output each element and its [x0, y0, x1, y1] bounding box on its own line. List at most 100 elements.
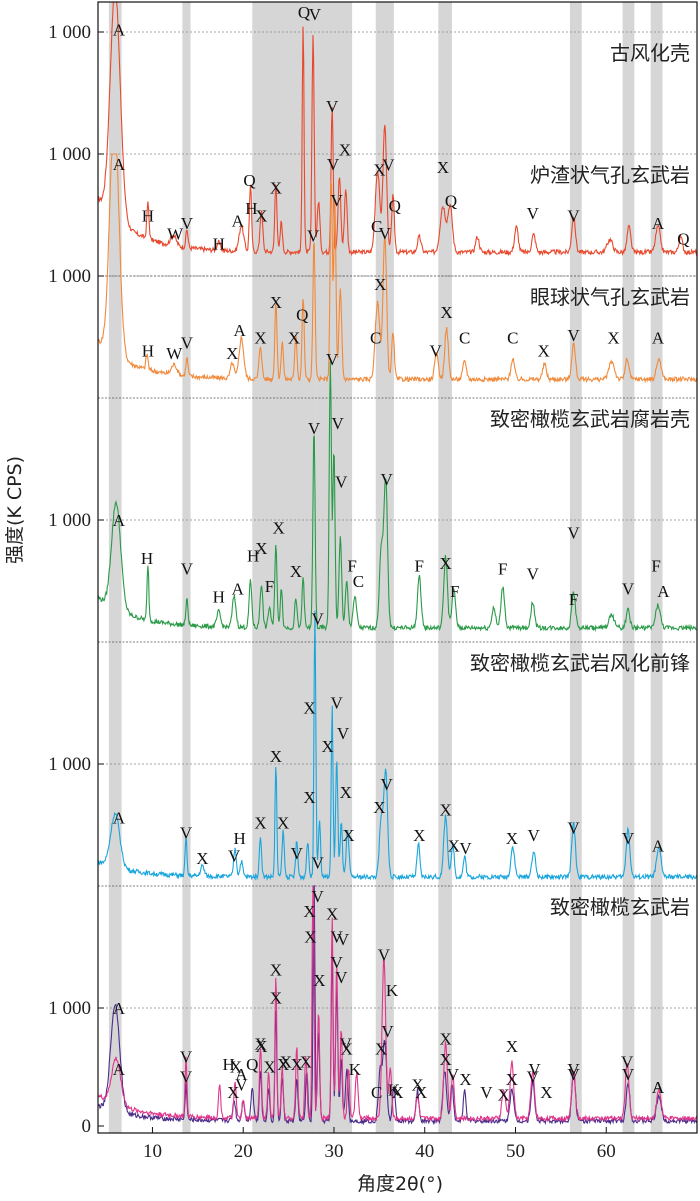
panel-title-4: 致密橄榄玄武岩风化前锋	[470, 651, 690, 675]
peak-label: V	[331, 927, 344, 946]
peak-label: A	[113, 155, 126, 174]
peak-label: A	[113, 1060, 126, 1079]
peak-label: V	[235, 1075, 248, 1094]
peak-label: X	[291, 1055, 303, 1074]
panel-title-1: 炉渣状气孔玄武岩	[530, 163, 690, 187]
peak-label: V	[335, 968, 348, 987]
peak-label: V	[381, 1022, 394, 1041]
peak-label: H	[141, 549, 153, 568]
peak-label: X	[498, 1086, 510, 1105]
peak-label: V	[181, 334, 194, 353]
peak-label: Q	[298, 3, 310, 22]
peak-label: X	[448, 836, 460, 855]
peak-label: H	[245, 199, 257, 218]
axes: 10 20 30 40 50 60 1 000 1 000 1 000 1 000 1 000 1 0…	[48, 1, 698, 1162]
peak-label: X	[272, 518, 284, 537]
peak-label: V	[459, 839, 472, 858]
peak-label: X	[230, 1057, 242, 1076]
peak-label: X	[439, 554, 451, 573]
peak-label: V	[622, 829, 635, 848]
peak-label: F	[651, 557, 660, 576]
plot-frame	[97, 1, 698, 1134]
peak-label: X	[270, 961, 282, 980]
peak-label: X	[439, 1050, 451, 1069]
peak-label: C	[370, 329, 381, 348]
highlight-band-2	[252, 2, 316, 1133]
peak-label: V	[379, 224, 392, 243]
peak-label: F	[347, 557, 356, 576]
peak-label: H	[142, 207, 154, 226]
peak-label: X	[227, 1083, 239, 1102]
peak-label: X	[340, 783, 352, 802]
peak-label: X	[300, 1052, 312, 1071]
peak-label: X	[506, 829, 518, 848]
peak-label: X	[321, 737, 333, 756]
peak-label: X	[373, 161, 385, 180]
peak-label: A	[652, 214, 665, 233]
peak-label: A	[113, 999, 126, 1018]
peak-label: X	[413, 826, 425, 845]
peak-label: X	[391, 1083, 403, 1102]
peak-label: V	[380, 775, 393, 794]
peak-label: V	[527, 564, 540, 583]
peak-label: V	[180, 824, 193, 843]
peak-label: Q	[246, 1055, 258, 1074]
peak-label: Q	[296, 306, 308, 325]
peak-label: A	[232, 212, 245, 231]
xrd-trace-3	[98, 610, 698, 882]
peak-label: V	[340, 1035, 353, 1054]
peak-label: F	[498, 559, 507, 578]
xrd-trace-0	[97, 1, 698, 257]
peak-label: X	[341, 1040, 353, 1059]
peak-label: X	[254, 813, 266, 832]
peak-label: Q	[445, 191, 457, 210]
peak-label: V	[326, 350, 339, 369]
peak-label: V	[181, 559, 194, 578]
peak-label: V	[567, 1060, 580, 1079]
peak-label: A	[113, 20, 126, 39]
peak-label: V	[378, 945, 391, 964]
peak-label: H	[213, 587, 225, 606]
peak-label: V	[567, 326, 580, 345]
peak-label: X	[437, 158, 449, 177]
peak-label: H	[223, 1055, 235, 1074]
x-tick-label: 30	[324, 1141, 343, 1162]
y-tick-label: 1 000	[48, 510, 91, 531]
y-axis-title: 强度(K CPS)	[4, 456, 26, 564]
peak-label: X	[537, 341, 549, 360]
peak-label: A	[113, 808, 126, 827]
peak-label: A	[652, 329, 665, 348]
peak-label: V	[337, 724, 350, 743]
xrd-trace-5	[97, 885, 698, 1123]
peak-label: V	[331, 953, 344, 972]
peak-label: X	[342, 826, 354, 845]
peak-label: V	[429, 341, 442, 360]
peak-label: V	[327, 155, 340, 174]
x-tick-label: 40	[415, 1141, 434, 1162]
peak-label: V	[331, 191, 344, 210]
highlight-band-6	[569, 2, 582, 1133]
panel-title-0: 古风化壳	[610, 41, 690, 65]
peak-label: A	[113, 511, 126, 530]
xrd-trace-4	[97, 885, 698, 1126]
x-tick-label: 10	[143, 1141, 162, 1162]
highlight-bands	[108, 2, 663, 1133]
peak-label: C	[507, 329, 518, 348]
peak-label: X	[226, 344, 238, 363]
peak-label: A	[233, 321, 246, 340]
x-axis-title: 角度2θ(°)	[357, 1173, 443, 1195]
peak-label: Q	[243, 171, 255, 190]
peak-label: X	[270, 989, 282, 1008]
peak-label: V	[528, 1060, 541, 1079]
y-tick-label: 1 000	[48, 144, 91, 165]
peak-label: V	[382, 156, 395, 175]
peak-label: H	[142, 341, 154, 360]
peak-label: X	[280, 1052, 292, 1071]
x-tick-label: 50	[506, 1141, 525, 1162]
peak-label: X	[373, 798, 385, 817]
peak-label: V	[337, 930, 350, 949]
peak-label: X	[290, 562, 302, 581]
peak-label: V	[181, 214, 194, 233]
peak-label: X	[303, 699, 315, 718]
